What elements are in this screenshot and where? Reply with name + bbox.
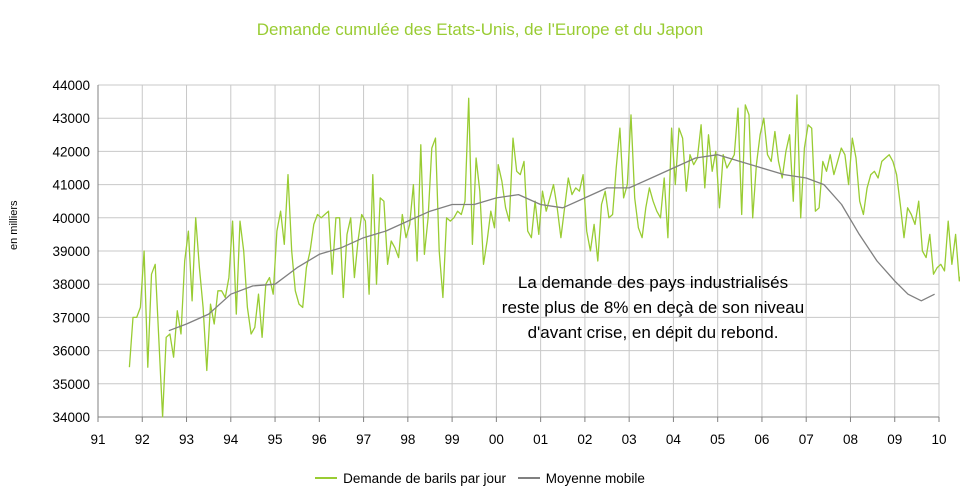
x-tick-label: 93	[179, 432, 194, 447]
x-tick-label: 00	[489, 432, 504, 447]
x-tick-label: 07	[799, 432, 814, 447]
series-layer	[128, 94, 960, 418]
x-tick-label: 91	[90, 432, 105, 447]
y-tick-label: 44000	[52, 78, 90, 93]
chart-annotation: La demande des pays industrialisés reste…	[501, 273, 805, 342]
legend-item-moving-average: Moyenne mobile	[517, 470, 645, 486]
axes: 34000 35000 36000 37000 38000 39000 40000 41000…	[52, 78, 946, 447]
y-tick-label: 38000	[52, 277, 90, 292]
x-tick-label: 09	[887, 432, 902, 447]
x-tick-label: 10	[931, 432, 946, 447]
x-tick-label: 08	[843, 432, 858, 447]
gridlines	[97, 84, 940, 418]
y-tick-label: 40000	[52, 211, 90, 226]
y-tick-label: 41000	[52, 178, 90, 193]
series-line-moving-average	[168, 154, 935, 332]
x-tick-label: 01	[533, 432, 548, 447]
y-tick-label: 34000	[52, 410, 90, 425]
legend-swatch-moving-average	[517, 477, 540, 479]
y-tick-label: 36000	[52, 344, 90, 359]
y-tick-label: 43000	[52, 111, 90, 126]
x-tick-label: 04	[666, 432, 682, 447]
x-tick-label: 97	[356, 432, 371, 447]
x-tick-label: 96	[312, 432, 327, 447]
x-tick-label: 05	[710, 432, 725, 447]
y-tick-label: 37000	[52, 310, 90, 325]
y-tick-label: 35000	[52, 377, 90, 392]
y-tick-label: 39000	[52, 244, 90, 259]
x-tick-label: 03	[622, 432, 637, 447]
chart-title: Demande cumulée des Etats-Unis, de l'Eur…	[256, 20, 704, 39]
y-tick-label: 42000	[52, 144, 90, 159]
chart-legend: Demande de barils par jour Moyenne mobil…	[0, 467, 960, 486]
x-tick-label: 92	[135, 432, 150, 447]
x-tick-label: 95	[268, 432, 283, 447]
x-tick-label: 06	[754, 432, 769, 447]
x-tick-label: 98	[400, 432, 415, 447]
series-line-demand	[128, 94, 960, 418]
x-tick-label: 94	[223, 432, 239, 447]
legend-item-demand: Demande de barils par jour	[315, 471, 506, 486]
x-tick-label: 02	[577, 432, 592, 447]
legend-label-demand: Demande de barils par jour	[343, 470, 506, 486]
x-tick-label: 99	[445, 432, 460, 447]
legend-label-moving-average: Moyenne mobile	[545, 470, 645, 486]
legend-swatch-demand	[315, 477, 338, 479]
